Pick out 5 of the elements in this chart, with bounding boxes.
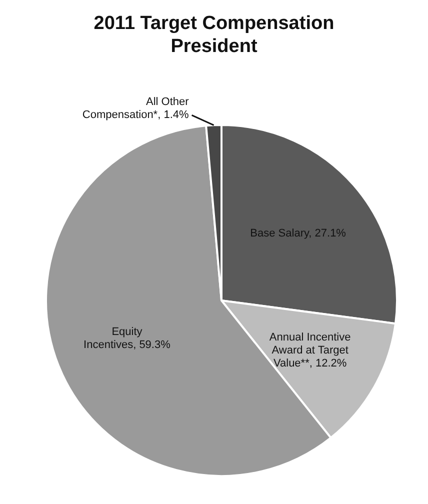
slice-label: Annual Incentive Award at Target Value**, 12.2% xyxy=(269,332,351,370)
slice-label: Base Salary, 27.1% xyxy=(250,227,346,240)
slice-label: All Other Compensation*, 1.4% xyxy=(82,96,190,122)
slice-label: Equity Incentives, 59.3% xyxy=(84,326,171,351)
chart-title: 2011 Target Compensation President xyxy=(92,12,336,59)
